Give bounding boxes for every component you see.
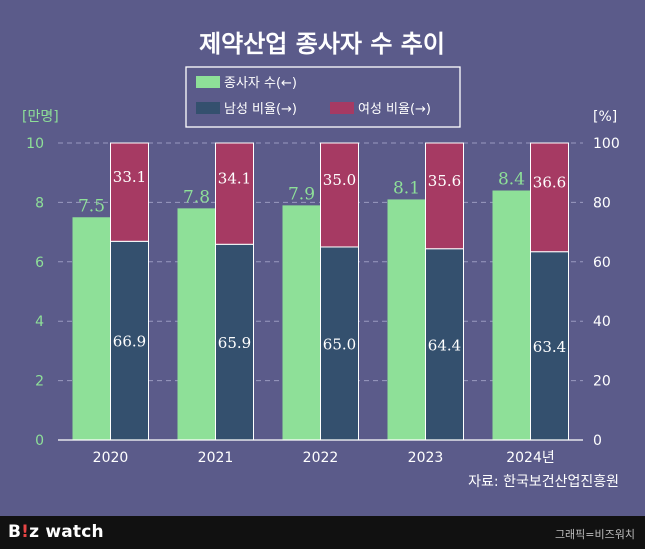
y-right-tick-2: 40 (593, 314, 611, 330)
label-female-2022: 35.0 (323, 171, 356, 189)
x-axis: 2020 2021 2022 2023 2024년 (58, 439, 583, 466)
x-tick-2022: 2022 (303, 450, 339, 466)
y-left-tick-1: 2 (35, 374, 44, 390)
y-right-tick-4: 80 (593, 195, 611, 211)
chart-title: 제약산업 종사자 수 추이 (199, 30, 445, 58)
source-note: 자료: 한국보건산업진흥원 (468, 474, 619, 490)
graphic-credit: 그래픽=비즈워치 (554, 528, 635, 541)
brand-logo: B!z watch (8, 522, 104, 542)
label-male-2022: 65.0 (323, 335, 356, 353)
label-employees-2024년: 8.4 (498, 170, 525, 190)
y-left-tick-0: 0 (35, 433, 44, 449)
legend-swatch-female (330, 102, 354, 114)
legend-label-male: 남성 비율(→) (224, 102, 297, 117)
bar-female-2020 (110, 142, 149, 242)
label-employees-2023: 8.1 (393, 178, 420, 198)
x-tick-2021: 2021 (198, 450, 234, 466)
y-left-tick-3: 6 (35, 255, 44, 271)
bar-employees-2022 (282, 205, 321, 440)
y-right-tick-3: 60 (593, 255, 611, 271)
label-employees-2020: 7.5 (78, 196, 105, 216)
y-right-tick-0: 0 (593, 433, 602, 449)
bar-female-2022 (320, 142, 359, 248)
y-right-tick-5: 100 (593, 136, 620, 152)
y-left-tick-4: 8 (35, 195, 44, 211)
label-male-2024년: 63.4 (533, 338, 566, 356)
y-left-tick-2: 4 (35, 314, 44, 330)
legend-label-employees: 종사자 수(←) (224, 76, 297, 91)
bars: 7.5 66.9 33.1 7.8 65.9 34.1 7.9 65.0 35.0 8.1 64.4… (72, 142, 569, 441)
bar-employees-2024년 (492, 190, 531, 440)
y-right-unit: [%] (593, 109, 617, 125)
bar-employees-2021 (177, 208, 216, 440)
x-tick-2024년: 2024년 (506, 450, 555, 466)
legend-swatch-employees (196, 76, 220, 88)
x-tick-2020: 2020 (93, 450, 129, 466)
y-right-tick-1: 20 (593, 374, 611, 390)
bar-female-2021 (215, 142, 254, 245)
legend-swatch-male (196, 102, 220, 114)
label-female-2023: 35.6 (428, 172, 461, 190)
footer: B!z watch 그래픽=비즈워치 (0, 516, 645, 549)
bar-female-2023 (425, 142, 464, 250)
bar-employees-2023 (387, 199, 426, 440)
label-male-2021: 65.9 (218, 334, 251, 352)
legend-label-female: 여성 비율(→) (358, 102, 431, 117)
bar-male-2022 (320, 246, 359, 441)
x-tick-2023: 2023 (408, 450, 444, 466)
label-employees-2022: 7.9 (288, 184, 315, 204)
label-employees-2021: 7.8 (183, 187, 210, 207)
label-female-2021: 34.1 (218, 170, 251, 188)
label-female-2020: 33.1 (113, 168, 146, 186)
legend-frame (185, 66, 461, 128)
label-male-2020: 66.9 (113, 333, 146, 351)
bar-employees-2020 (72, 217, 111, 440)
bar-male-2020 (110, 240, 149, 441)
legend: 종사자 수(←) 남성 비율(→) 여성 비율(→) (185, 66, 461, 128)
y-left-unit: [만명] (22, 109, 59, 125)
chart: 제약산업 종사자 수 추이 종사자 수(←) 남성 비율(→) 여성 비율(→)… (22, 30, 620, 490)
label-female-2024년: 36.6 (533, 173, 566, 191)
y-left-tick-5: 10 (26, 136, 44, 152)
bar-female-2024년 (530, 142, 569, 253)
label-male-2023: 64.4 (428, 336, 461, 354)
